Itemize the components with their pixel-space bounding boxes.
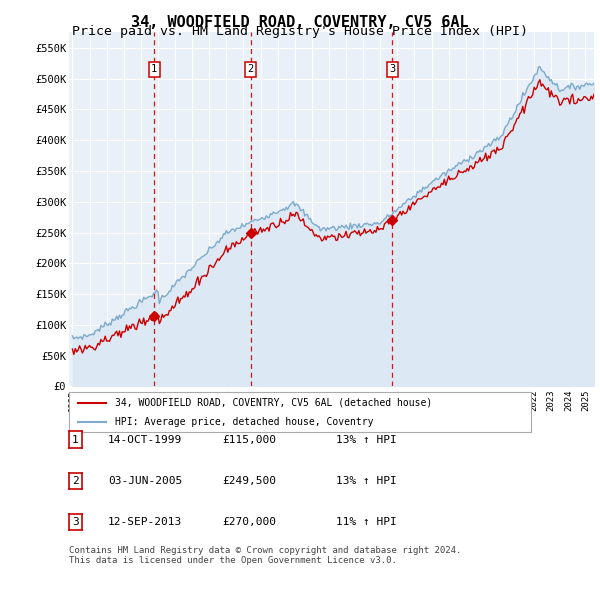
Text: 1: 1 xyxy=(72,435,79,444)
Text: 13% ↑ HPI: 13% ↑ HPI xyxy=(336,476,397,486)
Text: 34, WOODFIELD ROAD, COVENTRY, CV5 6AL: 34, WOODFIELD ROAD, COVENTRY, CV5 6AL xyxy=(131,15,469,30)
Text: 13% ↑ HPI: 13% ↑ HPI xyxy=(336,435,397,444)
Text: £249,500: £249,500 xyxy=(222,476,276,486)
Text: 11% ↑ HPI: 11% ↑ HPI xyxy=(336,517,397,527)
Text: £270,000: £270,000 xyxy=(222,517,276,527)
Text: 3: 3 xyxy=(389,64,395,74)
Text: 14-OCT-1999: 14-OCT-1999 xyxy=(108,435,182,444)
Text: £115,000: £115,000 xyxy=(222,435,276,444)
Text: HPI: Average price, detached house, Coventry: HPI: Average price, detached house, Cove… xyxy=(115,417,374,427)
Text: 1: 1 xyxy=(151,64,157,74)
Text: 03-JUN-2005: 03-JUN-2005 xyxy=(108,476,182,486)
Text: 12-SEP-2013: 12-SEP-2013 xyxy=(108,517,182,527)
Text: Contains HM Land Registry data © Crown copyright and database right 2024.
This d: Contains HM Land Registry data © Crown c… xyxy=(69,546,461,565)
Text: 34, WOODFIELD ROAD, COVENTRY, CV5 6AL (detached house): 34, WOODFIELD ROAD, COVENTRY, CV5 6AL (d… xyxy=(115,398,433,408)
Text: Price paid vs. HM Land Registry's House Price Index (HPI): Price paid vs. HM Land Registry's House … xyxy=(72,25,528,38)
Text: 2: 2 xyxy=(72,476,79,486)
Text: 3: 3 xyxy=(72,517,79,527)
Text: 2: 2 xyxy=(247,64,254,74)
